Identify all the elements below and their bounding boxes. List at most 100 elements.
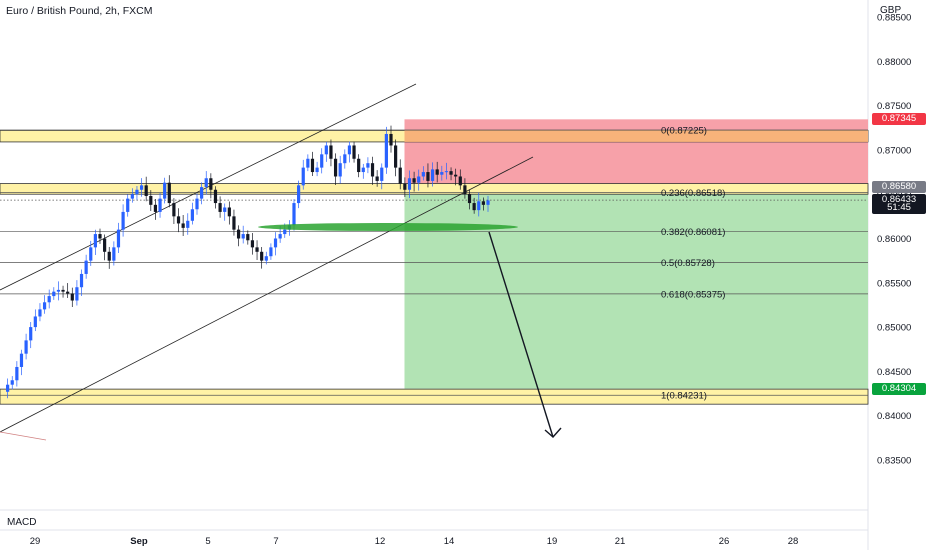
- candle-body-7: [33, 316, 37, 328]
- x-tick-5: 14: [444, 536, 455, 547]
- candle-body-83: [384, 133, 388, 168]
- candle-body-22: [103, 238, 107, 252]
- candle-body-93: [430, 169, 435, 181]
- candle-body-103: [477, 201, 481, 211]
- candle-body-9: [42, 302, 47, 310]
- candle-body-68: [315, 167, 319, 173]
- candle-body-94: [435, 169, 439, 175]
- candle-body-75: [347, 145, 352, 155]
- x-tick-4: 12: [375, 536, 386, 547]
- candle-body-49: [227, 207, 231, 217]
- candle-body-82: [380, 167, 384, 181]
- candle-body-38: [176, 216, 181, 224]
- stop-loss-zone: [404, 119, 868, 188]
- candle-body-96: [444, 171, 449, 173]
- candle-body-71: [329, 145, 333, 159]
- candle-body-67: [310, 158, 315, 173]
- candle-body-77: [357, 158, 361, 173]
- candle-body-66: [306, 158, 310, 168]
- candle-body-20: [93, 234, 97, 248]
- candle-body-1: [6, 384, 10, 392]
- candle-body-41: [190, 209, 194, 221]
- candle-body-59: [273, 238, 278, 248]
- candle-body-19: [89, 247, 93, 261]
- price-tag-4: 0.84304: [872, 382, 926, 395]
- fib-label-2: 0.382(0.86081): [661, 227, 725, 238]
- price-tag-1: 0.86580: [872, 181, 926, 194]
- zone-overlap-band: [404, 130, 868, 142]
- candle-body-11: [52, 291, 56, 297]
- y-tick-0: 0.88500: [877, 13, 911, 24]
- candle-body-31: [144, 185, 148, 196]
- macd-label[interactable]: MACD: [7, 517, 37, 528]
- chart-title: Euro / British Pound, 2h, FXCM: [6, 5, 153, 17]
- candle-body-53: [246, 234, 250, 241]
- candle-body-57: [264, 256, 268, 261]
- candle-body-4: [19, 353, 24, 367]
- candle-body-29: [135, 189, 139, 195]
- candle-body-47: [218, 203, 222, 212]
- candle-body-70: [324, 145, 328, 155]
- candle-body-64: [297, 185, 301, 204]
- candle-body-84: [389, 133, 393, 146]
- candle-body-98: [454, 174, 458, 177]
- candle-body-13: [61, 289, 65, 292]
- candle-body-10: [47, 296, 51, 303]
- currency-label: GBP: [880, 5, 902, 16]
- candle-body-78: [361, 167, 365, 173]
- candle-body-33: [153, 204, 158, 212]
- x-tick-1: Sep: [130, 536, 148, 547]
- candle-body-80: [370, 163, 375, 177]
- y-tick-7: 0.85000: [877, 323, 911, 334]
- fib-label-1: 0.236(0.86518): [661, 188, 725, 199]
- candle-body-99: [458, 176, 462, 186]
- sr-zone-1: [0, 183, 869, 195]
- candle-body-63: [292, 203, 296, 226]
- candle-body-45: [209, 178, 213, 190]
- candle-body-56: [260, 251, 264, 261]
- candle-body-43: [200, 187, 204, 199]
- candle-body-8: [38, 309, 42, 317]
- y-tick-5: 0.86000: [877, 234, 911, 245]
- candle-body-58: [269, 247, 273, 257]
- fib-label-4: 0.618(0.85375): [661, 289, 725, 300]
- fib-label-0: 0(0.87225): [661, 125, 707, 136]
- y-tick-8: 0.84500: [877, 367, 911, 378]
- candle-body-6: [29, 327, 33, 341]
- candle-body-21: [98, 234, 102, 239]
- channel-lower-line: [0, 156, 534, 433]
- x-tick-2: 5: [205, 536, 210, 547]
- candle-body-27: [126, 198, 130, 212]
- x-tick-9: 28: [788, 536, 799, 547]
- candle-body-32: [149, 195, 153, 205]
- candle-body-25: [116, 229, 121, 248]
- candle-body-105: [486, 200, 490, 205]
- candle-body-85: [394, 145, 398, 168]
- y-tick-2: 0.87500: [877, 101, 911, 112]
- candle-body-79: [366, 163, 370, 168]
- candle-body-34: [158, 198, 162, 212]
- candle-body-5: [24, 340, 28, 354]
- candle-body-74: [343, 154, 347, 164]
- x-tick-8: 26: [719, 536, 730, 547]
- candle-body-23: [107, 251, 111, 261]
- x-tick-6: 19: [547, 536, 558, 547]
- sr-zone-2: [0, 388, 869, 405]
- candle-body-60: [278, 234, 282, 239]
- candle-body-35: [163, 182, 167, 199]
- candle-body-42: [195, 198, 199, 210]
- candle-body-92: [426, 172, 430, 181]
- price-tag-3: 51:45: [872, 202, 926, 215]
- candle-body-97: [449, 171, 453, 175]
- y-tick-1: 0.88000: [877, 57, 911, 68]
- candle-body-39: [181, 223, 185, 228]
- candle-body-15: [70, 293, 74, 301]
- candle-body-95: [440, 172, 444, 175]
- entry-ellipse: [258, 223, 518, 231]
- price-tag-0: 0.87345: [872, 113, 926, 126]
- x-tick-7: 21: [615, 536, 626, 547]
- candle-body-26: [121, 211, 125, 230]
- y-tick-3: 0.87000: [877, 145, 911, 156]
- candle-body-55: [255, 247, 259, 252]
